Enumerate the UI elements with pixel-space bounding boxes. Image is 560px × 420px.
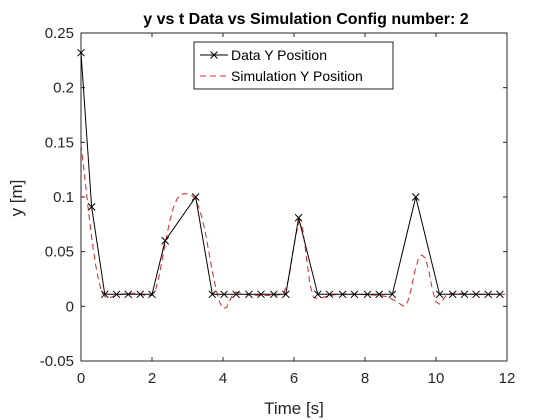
data-point-marker <box>208 290 217 299</box>
data-point-marker <box>338 290 347 299</box>
x-tick-label: 2 <box>148 370 156 387</box>
data-point-marker <box>363 290 372 299</box>
series-line-simulation <box>80 144 507 310</box>
legend-label-data: Data Y Position <box>231 47 327 63</box>
x-tick-label: 12 <box>499 370 516 387</box>
legend: Data Y Position Simulation Y Position <box>193 41 394 90</box>
data-point-marker <box>220 290 228 299</box>
data-point-marker <box>136 290 145 299</box>
data-point-marker <box>161 236 169 245</box>
data-point-marker <box>472 290 480 299</box>
data-point-marker <box>435 290 444 299</box>
x-tick-label: 0 <box>77 370 85 387</box>
y-tick-label: 0.25 <box>45 25 74 42</box>
data-point-marker <box>245 290 253 299</box>
data-point-marker <box>448 290 457 299</box>
data-point-marker <box>257 290 265 299</box>
data-point-marker <box>388 290 397 299</box>
data-point-marker <box>191 193 200 201</box>
y-tick-label: 0.05 <box>45 244 74 261</box>
data-point-marker <box>325 290 334 299</box>
data-point-marker <box>313 290 322 299</box>
data-point-marker <box>112 290 121 299</box>
data-point-marker <box>496 290 504 299</box>
data-point-marker <box>124 290 133 299</box>
x-tick-label: 10 <box>428 370 445 387</box>
y-tick-label: -0.05 <box>40 353 74 370</box>
x-axis-label: Time [s] <box>264 399 324 418</box>
legend-box <box>193 41 394 90</box>
y-tick-label: 0.15 <box>45 134 74 151</box>
y-tick-label: 0.1 <box>53 189 74 206</box>
y-axis-label: y [m] <box>7 180 26 217</box>
data-point-marker <box>350 290 359 299</box>
x-tick-label: 4 <box>219 370 227 387</box>
data-point-marker <box>281 290 290 299</box>
data-point-marker <box>375 290 384 299</box>
x-tick-label: 8 <box>361 370 369 387</box>
data-point-marker <box>269 290 278 299</box>
data-point-marker <box>294 213 303 222</box>
data-point-marker <box>100 290 109 299</box>
data-point-marker <box>411 193 420 201</box>
data-point-marker <box>484 290 493 299</box>
y-tick-label: 0 <box>66 298 74 315</box>
data-point-marker <box>232 290 240 299</box>
data-point-marker <box>148 290 156 299</box>
chart-title: y vs t Data vs Simulation Config number:… <box>143 11 468 28</box>
legend-marker-data <box>210 51 218 59</box>
data-point-marker <box>87 202 96 211</box>
y-tick-label: 0.2 <box>53 80 74 97</box>
legend-label-simulation: Simulation Y Position <box>231 68 363 84</box>
data-point-marker <box>77 48 85 57</box>
x-tick-label: 6 <box>290 370 298 387</box>
data-point-marker <box>460 290 469 299</box>
